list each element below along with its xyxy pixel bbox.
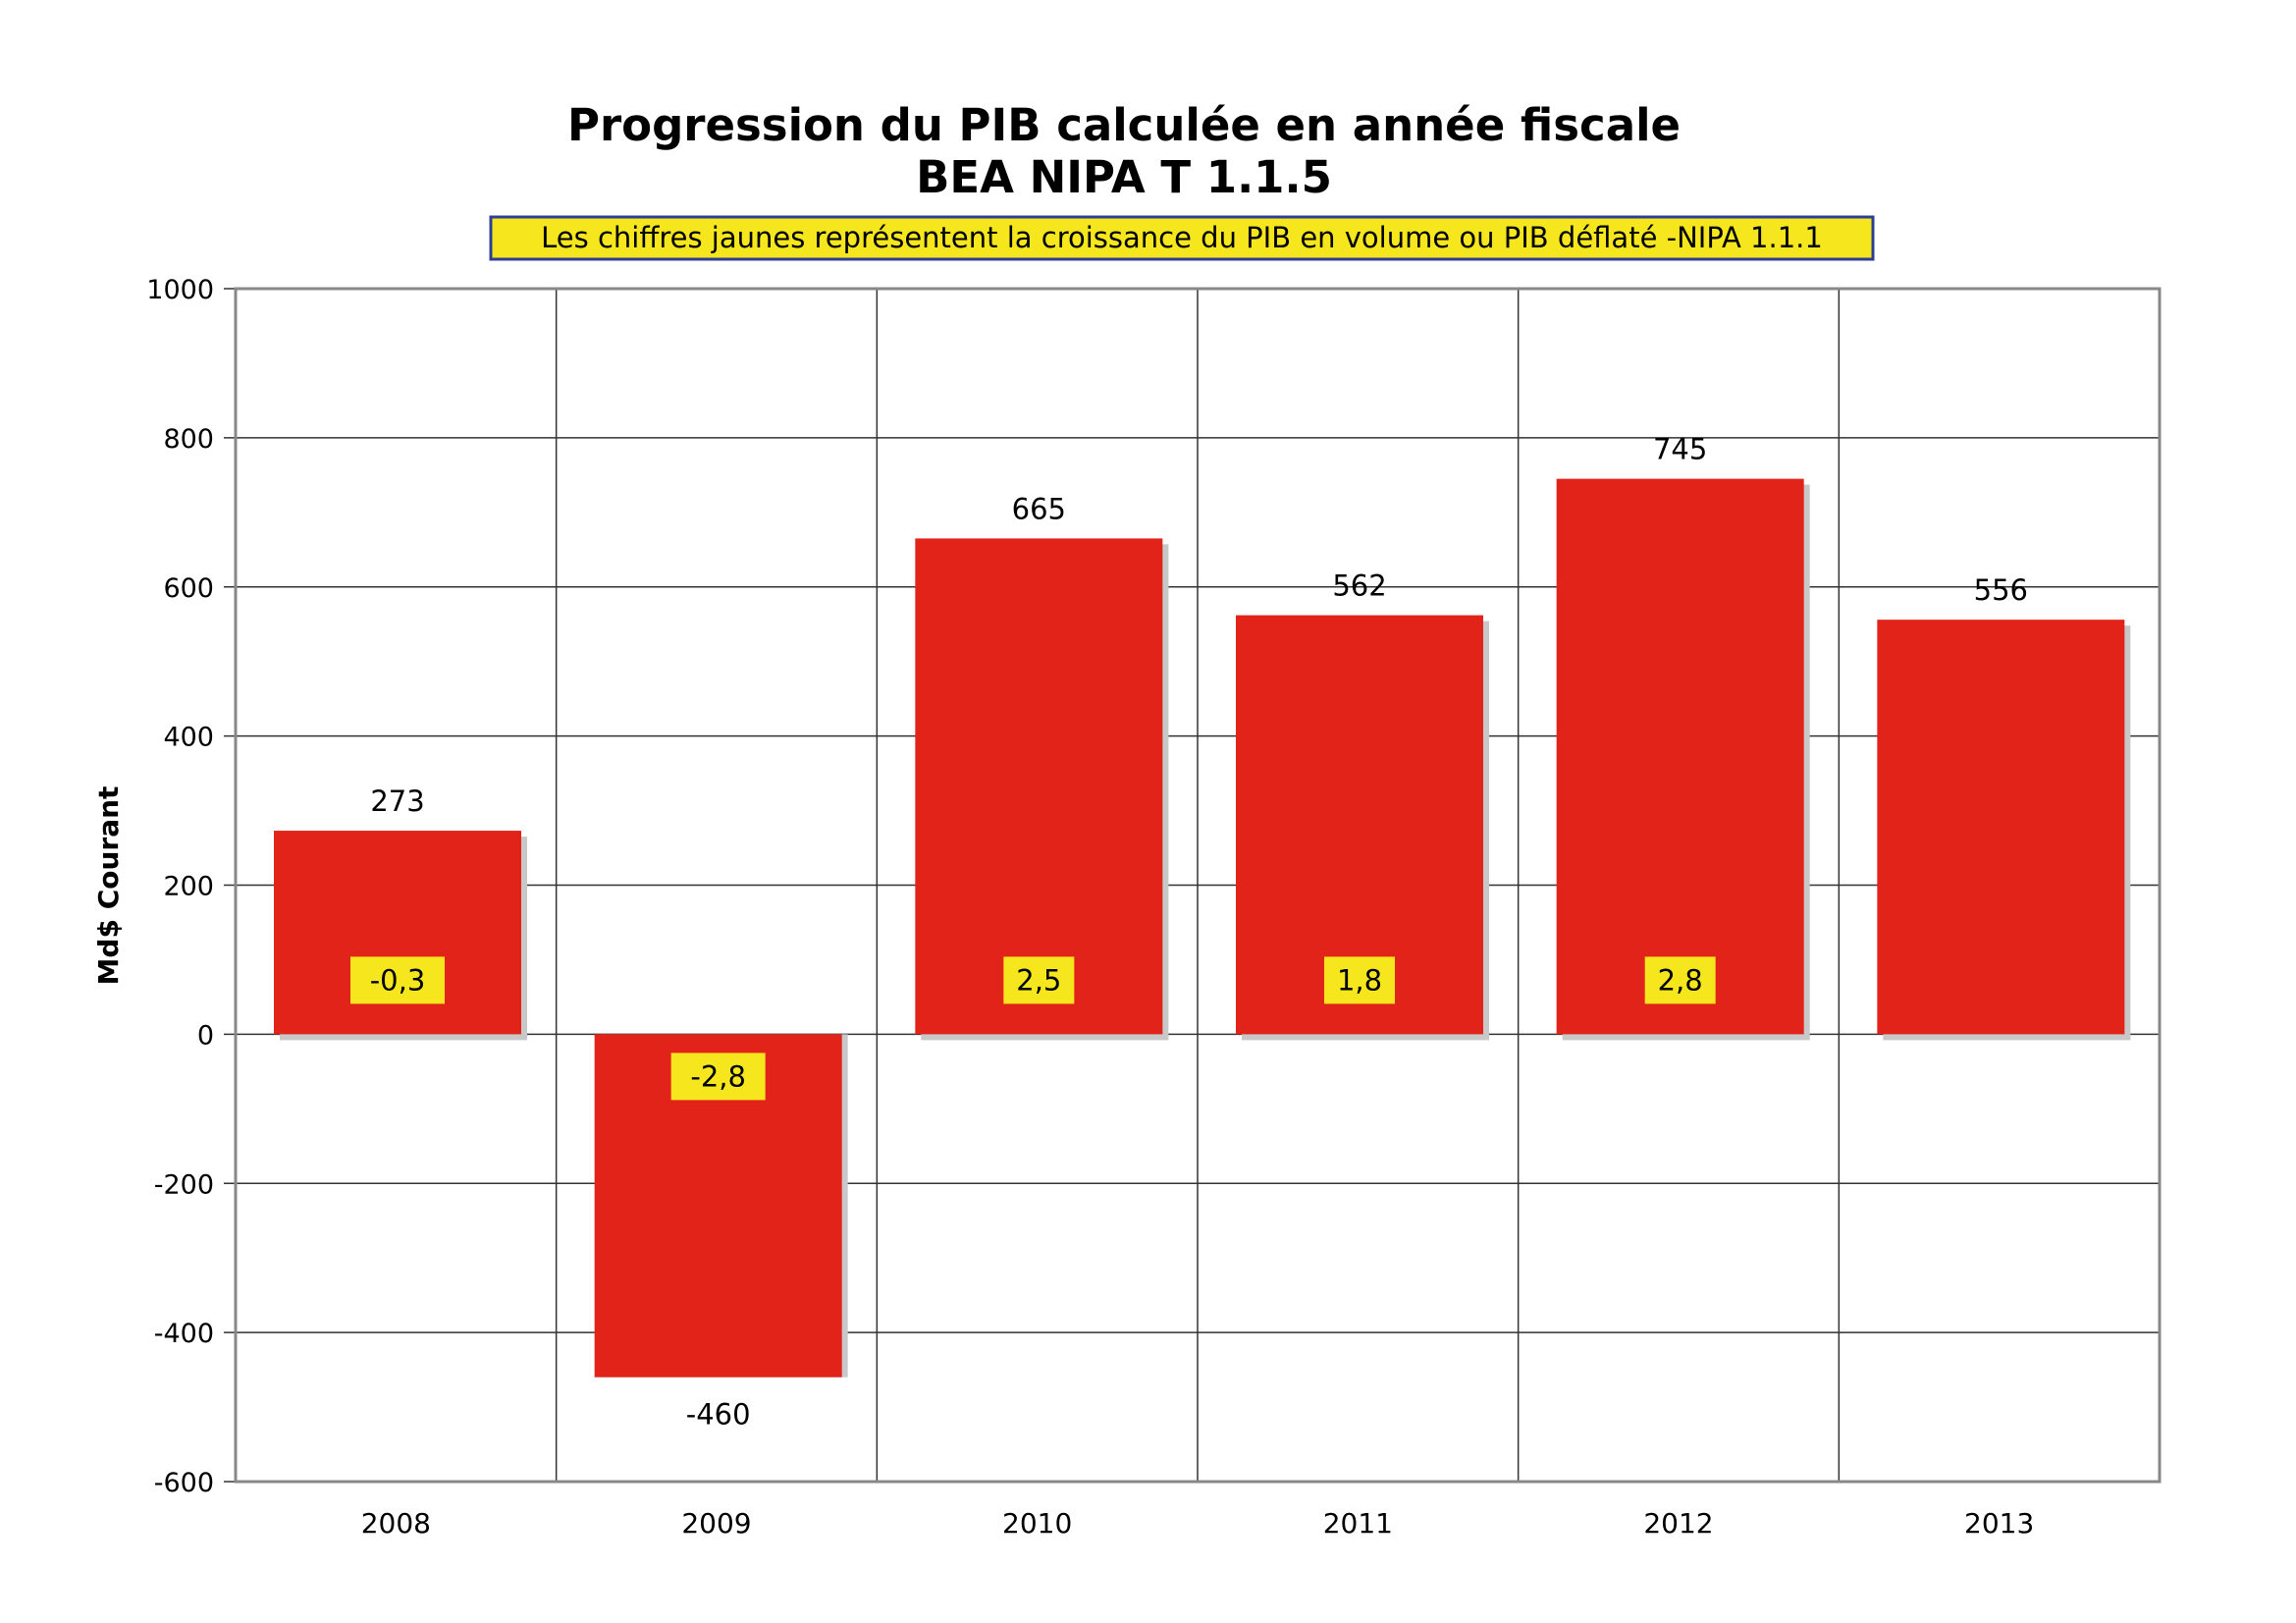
value-label: -460: [686, 1398, 751, 1432]
chart-subtitle: BEA NIPA T 1.1.5: [916, 151, 1332, 203]
growth-label-box: [670, 1053, 766, 1101]
growth-label: 2,8: [1658, 963, 1703, 997]
growth-label: 2,5: [1016, 963, 1061, 997]
x-tick-label: 2013: [1964, 1507, 2034, 1540]
y-tick-label: -600: [154, 1468, 214, 1498]
growth-label: -0,3: [370, 963, 426, 997]
bar-2010: [915, 538, 1163, 1035]
x-tick-label: 2010: [1002, 1507, 1072, 1540]
value-label: 273: [370, 784, 424, 818]
x-tick-label: 2009: [681, 1507, 751, 1540]
x-tick-label: 2012: [1643, 1507, 1713, 1540]
value-label: 556: [1974, 573, 2028, 607]
bar-2013: [1877, 620, 2125, 1035]
value-label: 745: [1653, 433, 1707, 466]
growth-label: -2,8: [690, 1059, 746, 1093]
x-tick-label: 2008: [361, 1507, 431, 1540]
y-tick-label: 600: [163, 573, 214, 604]
growth-label-box: [1003, 956, 1075, 1004]
growth-label-box: [350, 956, 445, 1004]
growth-label-box: [1644, 956, 1716, 1004]
growth-label: 1,8: [1337, 963, 1382, 997]
plot-frame: [234, 287, 2162, 1484]
y-tick-label: 1000: [146, 275, 214, 305]
y-tick-label: -200: [154, 1169, 214, 1200]
y-tick-label: 0: [197, 1020, 214, 1051]
chart-title: Progression du PIB calculée en année fis…: [567, 99, 1681, 151]
y-axis-title: Md$ Courant: [92, 786, 125, 986]
value-label: 562: [1332, 569, 1386, 603]
y-tick-label: 200: [163, 872, 214, 902]
x-tick-label: 2011: [1323, 1507, 1393, 1540]
bar-2012: [1556, 478, 1804, 1035]
y-tick-label: -400: [154, 1319, 214, 1349]
y-tick-label: 800: [163, 424, 214, 455]
value-label: 665: [1012, 492, 1066, 525]
growth-label-box: [1324, 956, 1395, 1004]
note-box: [489, 215, 1875, 261]
y-tick-label: 400: [163, 723, 214, 753]
note-text: Les chiffres jaunes représentent la croi…: [541, 221, 1823, 254]
